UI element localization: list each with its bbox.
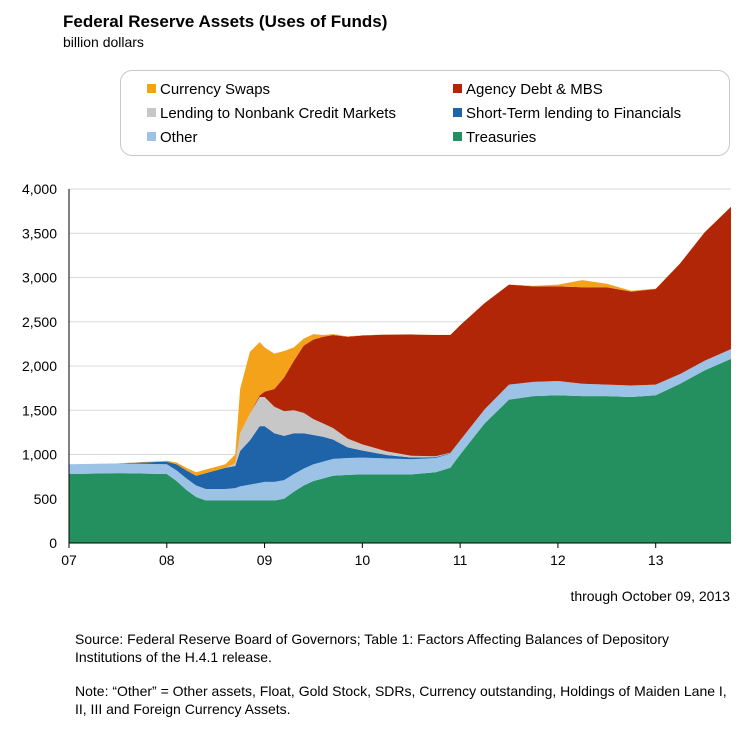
legend-swatch-other [147,132,156,141]
legend-swatch-treasuries [453,132,462,141]
chart-title: Federal Reserve Assets (Uses of Funds) [63,12,388,31]
y-tick-label: 1,000 [22,447,57,463]
stacked-area-chart: 0 500 1,000 1,500 2,000 2,500 3,000 3,500 4,000 0… [22,181,731,568]
x-tick-label: 13 [648,552,664,568]
x-tick-label: 08 [159,552,175,568]
area-treasuries [69,358,731,543]
legend-swatch-agency-debt [453,84,462,93]
legend-swatch-nonbank-lending [147,108,156,117]
legend-swatch-short-term-lending [453,108,462,117]
legend-item-currency-swaps: Currency Swaps [147,81,270,98]
y-tick-label: 2,000 [22,358,57,374]
other-definition-note: Note: “Other” = Other assets, Float, Gol… [75,683,727,717]
legend-item-agency-debt: Agency Debt & MBS [453,81,603,98]
y-tick-label: 4,000 [22,181,57,197]
x-tick-label: 12 [550,552,566,568]
through-date-caption: through October 09, 2013 [570,588,730,604]
data-areas [69,206,731,543]
chart-subtitle: billion dollars [63,34,144,50]
y-tick-label: 2,500 [22,314,57,330]
y-tick-label: 3,500 [22,225,57,241]
legend-item-short-term-lending: Short-Term lending to Financials [453,105,681,122]
y-tick-label: 0 [49,535,57,551]
legend-item-treasuries: Treasuries [453,129,536,146]
area-other [69,349,731,501]
legend-item-nonbank-lending: Lending to Nonbank Credit Markets [147,105,396,122]
x-tick-label: 10 [355,552,371,568]
x-tick-label: 11 [453,552,468,568]
y-tick-label: 1,500 [22,402,57,418]
source-note: Source: Federal Reserve Board of Governo… [75,631,670,665]
legend: Currency Swaps Agency Debt & MBS Lending… [120,70,730,156]
legend-swatch-currency-swaps [147,84,156,93]
y-tick-label: 500 [34,491,58,507]
x-tick-label: 07 [61,552,77,568]
x-tick-label: 09 [257,552,273,568]
axes: 0 500 1,000 1,500 2,000 2,500 3,000 3,500 4,000 0… [22,181,731,568]
y-tick-label: 3,000 [22,270,57,286]
legend-item-other: Other [147,129,198,146]
area-agency-debt-mbs [69,206,731,476]
